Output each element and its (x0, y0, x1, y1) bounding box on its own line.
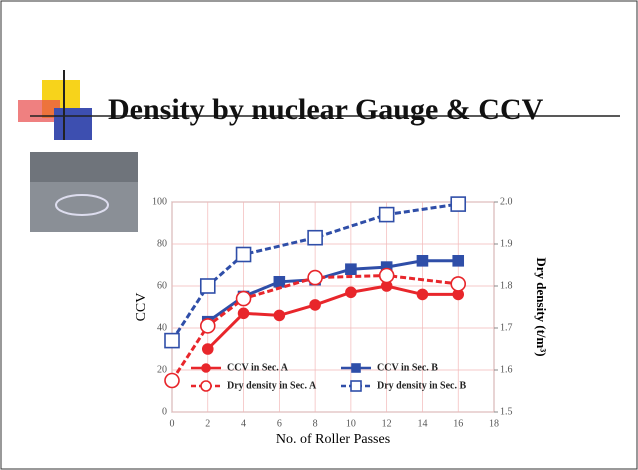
y2-tick-label: 1.7 (500, 322, 513, 333)
marker (235, 290, 252, 307)
y2-tick-label: 2.0 (500, 196, 513, 207)
y-tick-label: 20 (157, 364, 167, 375)
plot-area (171, 201, 495, 413)
marker (199, 318, 216, 334)
series-line (206, 284, 459, 351)
marker (450, 196, 467, 212)
legend-label: Dry density in Sec. B (377, 380, 467, 391)
y2-tick-label: 1.8 (500, 280, 513, 291)
legend-label: CCV in Sec. B (377, 362, 438, 373)
photo (30, 152, 138, 182)
y-tick-label: 40 (157, 322, 167, 333)
marker (201, 343, 214, 355)
legend-marker (200, 380, 212, 392)
marker (450, 276, 467, 292)
x-axis-label: No. of Roller Passes (276, 432, 390, 447)
y-tick-label: 100 (152, 196, 167, 207)
marker (164, 332, 180, 349)
y2-tick-label: 1.6 (500, 364, 513, 375)
deco-blue (54, 108, 92, 140)
marker (235, 246, 252, 263)
legend-label: CCV in Sec. A (227, 362, 289, 373)
x-tick-label: 6 (277, 418, 282, 429)
y-tick-label: 60 (157, 280, 167, 291)
marker (452, 255, 465, 267)
x-tick-label: 10 (346, 418, 356, 429)
marker (199, 278, 216, 294)
y2-tick-label: 1.9 (500, 238, 513, 249)
chart-title: Density by nuclear Gauge & CCV (108, 93, 544, 126)
x-tick-label: 2 (205, 418, 210, 429)
x-tick-label: 18 (489, 418, 499, 429)
marker (273, 275, 286, 288)
x-tick-label: 0 (170, 418, 175, 429)
series-line (170, 202, 459, 342)
x-tick-label: 14 (417, 418, 427, 429)
marker (307, 269, 323, 286)
x-tick-label: 8 (313, 418, 318, 429)
y2-tick-label: 1.5 (500, 406, 513, 417)
series-line (170, 273, 459, 382)
marker (164, 372, 180, 389)
marker (378, 267, 395, 284)
marker (345, 263, 357, 276)
marker (273, 309, 286, 322)
marker (345, 286, 357, 299)
x-tick-label: 4 (241, 418, 246, 429)
marker (309, 299, 321, 311)
x-tick-label: 16 (453, 418, 463, 429)
legend-marker (351, 363, 361, 373)
y-tick-label: 0 (162, 406, 167, 417)
marker (307, 229, 323, 246)
x-tick-label: 12 (382, 418, 392, 429)
y-axis-label: CCV (134, 293, 149, 322)
y-tick-label: 80 (157, 238, 167, 249)
legend-label: Dry density in Sec. A (227, 380, 317, 391)
legend-marker (350, 380, 362, 392)
marker (416, 255, 429, 267)
marker (237, 307, 250, 320)
photo (55, 194, 109, 216)
marker (378, 206, 395, 223)
deco-red (18, 100, 60, 122)
legend-marker (201, 363, 211, 373)
y2-axis-label: Dry density (t/m³) (534, 257, 549, 356)
marker (416, 288, 429, 301)
